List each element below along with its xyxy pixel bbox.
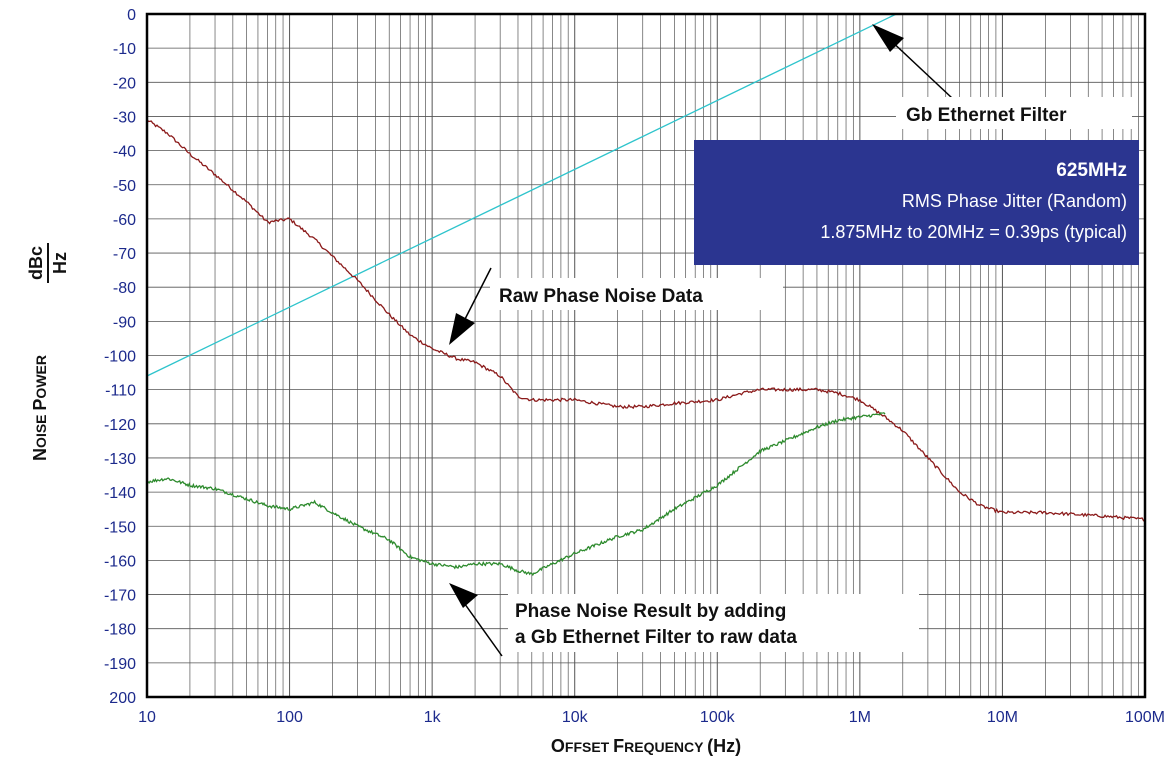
info-box-line-1: RMS Phase Jitter (Random) <box>902 191 1127 211</box>
y-axis-title: NOISE POWER dBc Hz <box>26 243 70 461</box>
x-tick-label: 1k <box>424 709 442 726</box>
result-label-line-2: a Gb Ethernet Filter to raw data <box>515 627 797 648</box>
x-tick-label: 100M <box>1125 709 1165 726</box>
raw-callout-leader <box>461 267 492 326</box>
y-tick-label: -170 <box>104 588 136 605</box>
result-callout-leader <box>461 599 503 657</box>
y-tick-label: 200 <box>109 690 136 707</box>
y-tick-label: -120 <box>104 417 136 434</box>
x-tick-label: 10k <box>562 709 589 726</box>
x-axis-title: OFFSET FREQUENCY (Hz) <box>551 736 741 756</box>
y-tick-label: -70 <box>113 246 136 263</box>
x-tick-label: 1M <box>849 709 871 726</box>
plot-frame <box>145 12 1147 699</box>
x-tick-label: 100k <box>700 709 736 726</box>
y-tick-label: -80 <box>113 280 136 297</box>
y-tick-label: -100 <box>104 349 136 366</box>
series-filter-line <box>146 13 897 377</box>
x-tick-label: 100 <box>276 709 303 726</box>
filter-label-background <box>896 97 1132 129</box>
y-tick-label: -130 <box>104 451 136 468</box>
info-box-background <box>694 140 1139 265</box>
filter-callout-leader <box>886 36 953 99</box>
x-tick-labels: 10 100 1k 10k 100k 1M 10M 100M <box>138 709 1165 726</box>
series-layer <box>146 13 1146 577</box>
y-tick-label: -40 <box>113 144 136 161</box>
info-box-line-2: 1.875MHz to 20MHz = 0.39ps (typical) <box>820 222 1127 242</box>
raw-label-background <box>490 278 783 310</box>
y-tick-label: -20 <box>113 75 136 92</box>
series-result-line <box>146 412 886 577</box>
filter-callout: Gb Ethernet Filter <box>872 24 1132 129</box>
result-callout-arrowhead <box>449 583 478 608</box>
result-callout: Phase Noise Result by adding a Gb Ethern… <box>449 583 919 657</box>
raw-callout-arrowhead <box>449 313 475 345</box>
x-tick-label: 10M <box>987 709 1018 726</box>
grid-lines <box>146 13 1145 698</box>
y-tick-label: -10 <box>113 41 136 58</box>
filter-label: Gb Ethernet Filter <box>906 105 1067 126</box>
result-label-background <box>508 594 919 652</box>
info-box-title: 625MHz <box>1056 160 1127 181</box>
y-tick-label: 0 <box>127 7 136 24</box>
y-tick-label: -180 <box>104 622 136 639</box>
y-tick-label: -30 <box>113 109 136 126</box>
y-tick-label: -60 <box>113 212 136 229</box>
svg-text:NOISE POWER: NOISE POWER <box>30 355 50 461</box>
y-axis-unit-numerator: dBc <box>26 246 46 280</box>
result-label-line-1: Phase Noise Result by adding <box>515 601 786 622</box>
y-tick-label: -90 <box>113 314 136 331</box>
y-tick-labels: 0 -10 -20 -30 -40 -50 -60 -70 -80 -90 -100 -110 -120… <box>104 7 136 707</box>
filter-callout-arrowhead <box>872 24 904 52</box>
y-tick-label: -110 <box>105 383 136 400</box>
y-tick-label: -50 <box>113 178 136 195</box>
y-tick-label: -190 <box>104 656 136 673</box>
y-tick-label: -160 <box>104 553 136 570</box>
series-raw-line <box>146 119 1146 522</box>
y-tick-label: -140 <box>104 485 136 502</box>
raw-label: Raw Phase Noise Data <box>499 286 703 307</box>
jitter-info-box: 625MHz RMS Phase Jitter (Random) 1.875MH… <box>694 140 1139 265</box>
x-tick-label: 10 <box>138 709 156 726</box>
y-axis-unit-denominator: Hz <box>50 252 70 274</box>
y-tick-label: -150 <box>104 519 136 536</box>
raw-callout: Raw Phase Noise Data <box>449 267 783 345</box>
